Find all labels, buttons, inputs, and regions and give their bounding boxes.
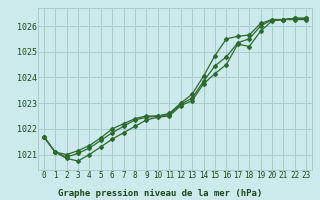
Text: Graphe pression niveau de la mer (hPa): Graphe pression niveau de la mer (hPa) <box>58 189 262 198</box>
